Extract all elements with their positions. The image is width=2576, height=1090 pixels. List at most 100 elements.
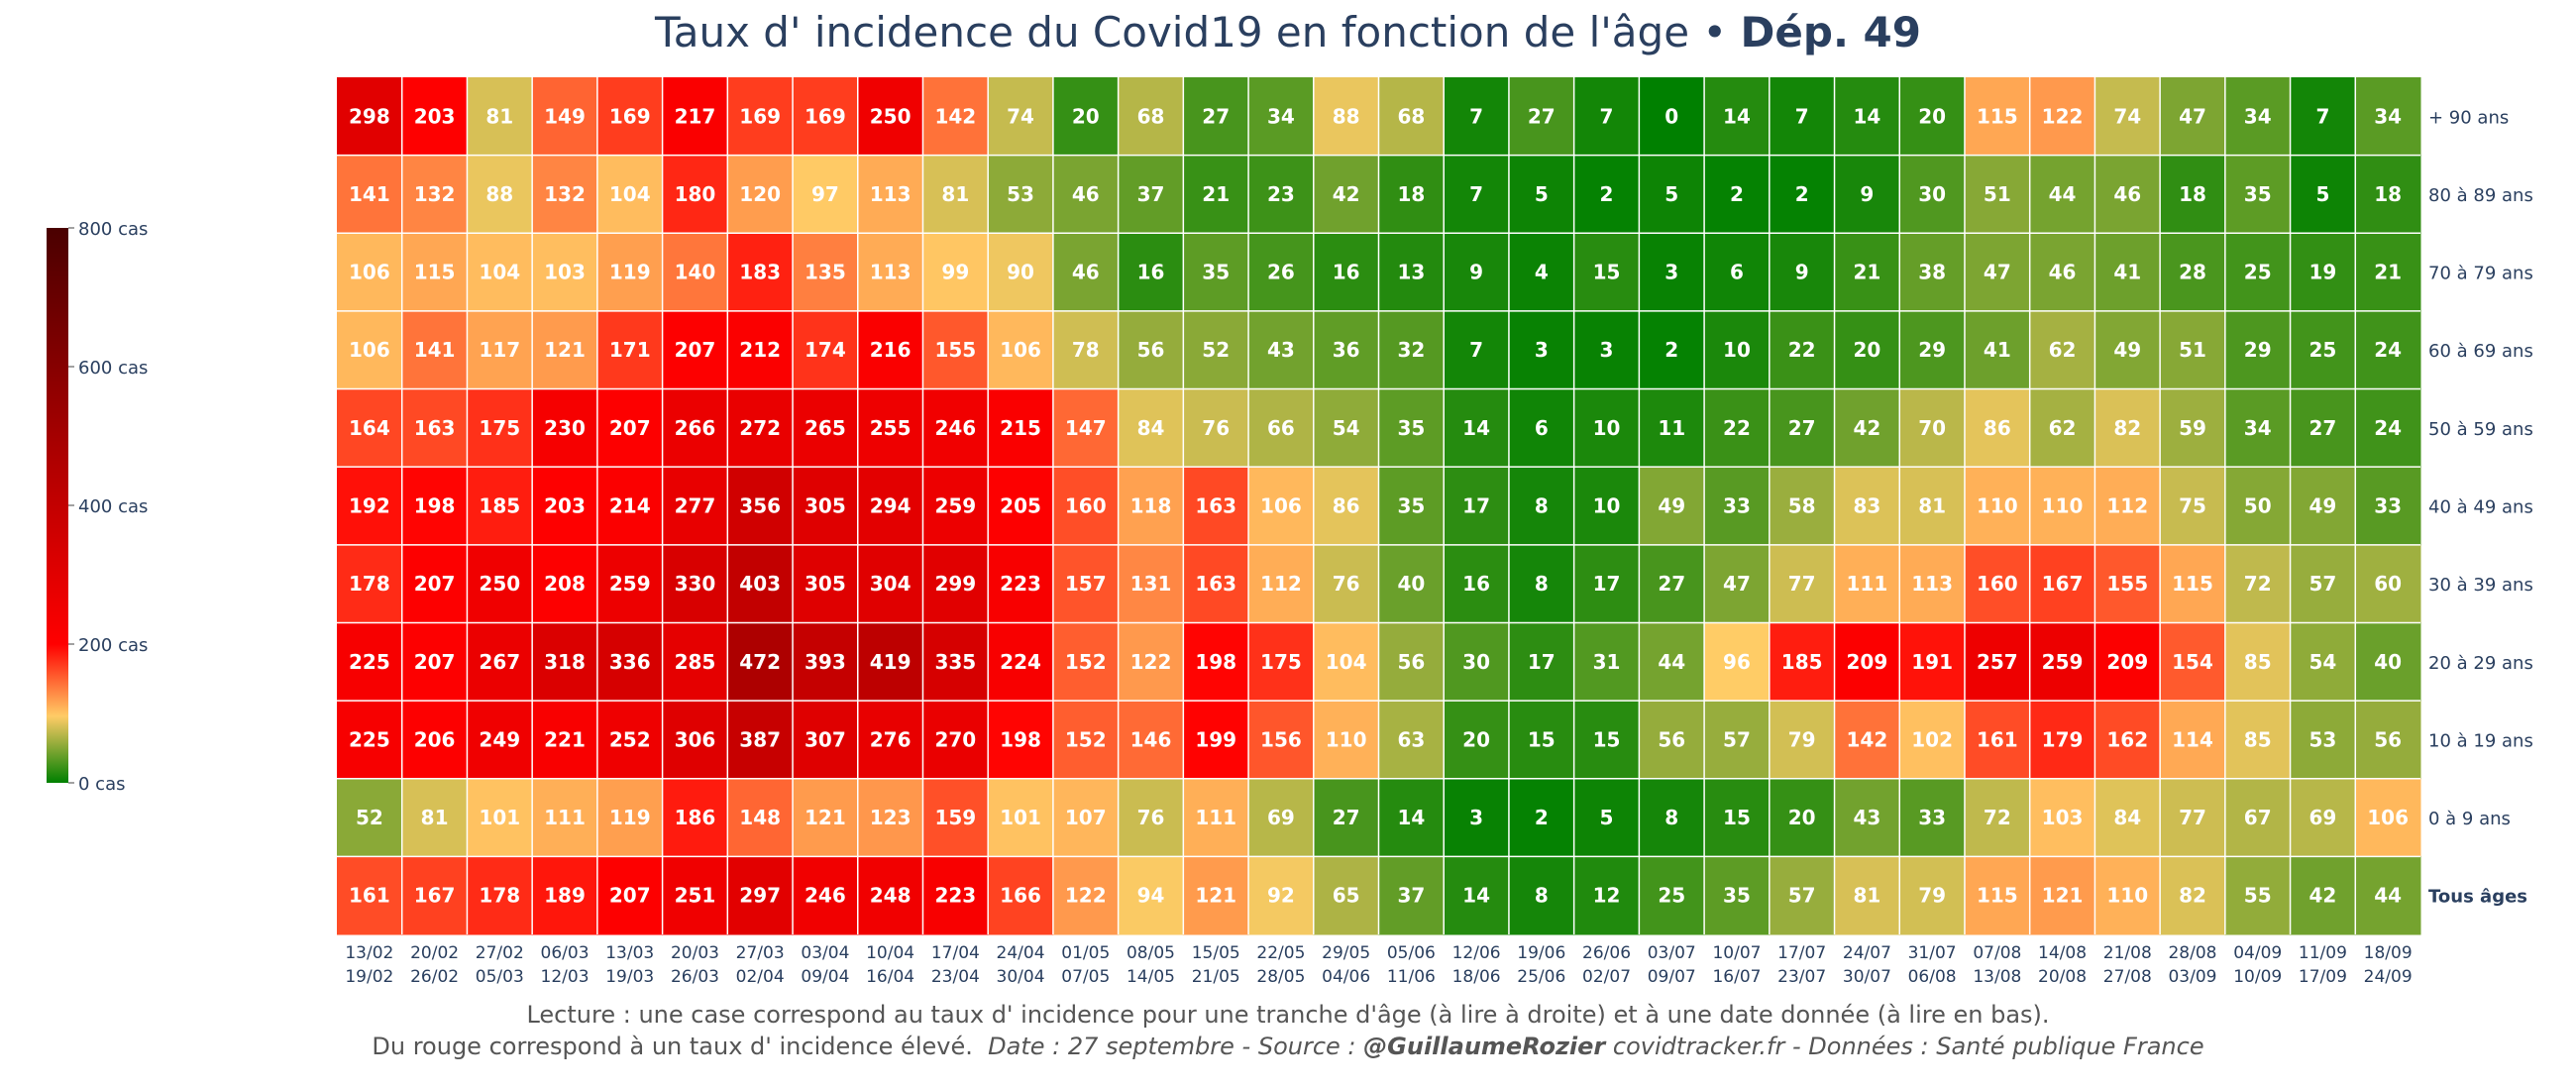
heatmap-cell xyxy=(1508,622,1575,702)
cell-value: 62 xyxy=(2049,416,2077,440)
cell-value: 47 xyxy=(2179,104,2206,128)
heatmap-cell xyxy=(922,77,989,157)
cell-value: 207 xyxy=(675,338,716,362)
heatmap-cell xyxy=(1183,856,1249,935)
heatmap-cell xyxy=(988,310,1054,390)
heatmap-cell xyxy=(793,467,859,546)
cell-value: 113 xyxy=(870,261,912,284)
cell-value: 223 xyxy=(934,884,976,908)
cell-value: 84 xyxy=(2113,806,2141,829)
cell-value: 101 xyxy=(1000,806,1041,829)
heatmap-cell xyxy=(1378,701,1445,780)
cell-value: 169 xyxy=(609,104,651,128)
heatmap-cell xyxy=(596,701,664,780)
cell-value: 20 xyxy=(1788,806,1816,829)
cell-value: 78 xyxy=(1072,338,1100,362)
cell-value: 252 xyxy=(609,727,651,751)
heatmap-cell xyxy=(401,856,468,935)
heatmap-cell xyxy=(1248,233,1315,312)
cell-value: 35 xyxy=(2244,182,2272,206)
column-label-start: 22/05 xyxy=(1256,943,1305,963)
cell-value: 20 xyxy=(1918,104,1946,128)
heatmap-cell xyxy=(1313,310,1379,390)
heatmap-cell xyxy=(401,701,468,780)
cell-value: 15 xyxy=(1593,261,1621,284)
heatmap-cell xyxy=(1183,388,1249,468)
heatmap-cell xyxy=(1248,778,1315,857)
column-label-start: 17/04 xyxy=(931,943,980,963)
cell-value: 180 xyxy=(675,182,716,206)
heatmap-cell xyxy=(1378,622,1445,702)
cell-value: 43 xyxy=(1853,806,1880,829)
cell-value: 54 xyxy=(1333,416,1360,440)
chart-title-dept: Dép. 49 xyxy=(1740,8,1921,56)
heatmap-cell xyxy=(401,233,468,312)
cell-value: 119 xyxy=(609,806,651,829)
cell-value: 33 xyxy=(1918,806,1946,829)
cell-value: 92 xyxy=(1267,884,1295,908)
cell-value: 167 xyxy=(414,884,456,908)
column-label-end: 26/03 xyxy=(671,967,719,987)
cell-value: 106 xyxy=(349,338,390,362)
cell-value: 106 xyxy=(1260,494,1302,518)
heatmap-cell xyxy=(2224,856,2292,935)
cell-value: 298 xyxy=(349,104,390,128)
cell-value: 112 xyxy=(1260,572,1302,596)
heatmap-cell xyxy=(337,856,403,935)
cell-value: 111 xyxy=(544,806,586,829)
cell-value: 115 xyxy=(1977,104,2018,128)
heatmap-cell xyxy=(2029,233,2095,312)
heatmap-cell xyxy=(401,155,468,234)
cell-value: 27 xyxy=(1658,572,1685,596)
heatmap-cell xyxy=(1118,77,1184,157)
cell-value: 81 xyxy=(1853,884,1880,908)
cell-value: 206 xyxy=(414,727,456,751)
cell-value: 30 xyxy=(1462,650,1490,674)
heatmap-cell xyxy=(596,856,664,935)
heatmap-cell xyxy=(532,233,598,312)
column-label-end: 05/03 xyxy=(476,967,524,987)
cell-value: 257 xyxy=(1977,650,2018,674)
heatmap-cell xyxy=(727,77,794,157)
cell-value: 17 xyxy=(1462,494,1490,518)
heatmap-cell xyxy=(2094,544,2161,623)
cell-value: 403 xyxy=(739,572,781,596)
heatmap-cell xyxy=(1704,778,1771,857)
heatmap-cell xyxy=(662,233,728,312)
cell-value: 106 xyxy=(1000,338,1041,362)
heatmap-cell xyxy=(1444,622,1510,702)
cell-value: 178 xyxy=(349,572,390,596)
cell-value: 20 xyxy=(1853,338,1880,362)
heatmap-cell xyxy=(1183,310,1249,390)
column-label-start: 05/06 xyxy=(1387,943,1436,963)
heatmap-cell xyxy=(1183,467,1249,546)
cell-value: 52 xyxy=(356,806,383,829)
cell-value: 14 xyxy=(1723,104,1751,128)
cell-value: 142 xyxy=(1847,727,1888,751)
heatmap-cell xyxy=(2029,155,2095,234)
heatmap-cell xyxy=(857,701,923,780)
heatmap-cell xyxy=(2094,310,2161,390)
heatmap-cell xyxy=(2029,310,2095,390)
cell-value: 40 xyxy=(2374,650,2402,674)
cell-value: 25 xyxy=(1658,884,1685,908)
chart-title: Taux d' incidence du Covid19 en fonction… xyxy=(0,8,2576,56)
cell-value: 154 xyxy=(2172,650,2213,674)
cell-value: 5 xyxy=(1600,806,1614,829)
cell-value: 81 xyxy=(421,806,449,829)
heatmap-cell xyxy=(1834,233,1900,312)
cell-value: 18 xyxy=(1397,182,1425,206)
column-label-end: 02/04 xyxy=(736,967,785,987)
cell-value: 47 xyxy=(1984,261,2011,284)
heatmap-cell xyxy=(2355,544,2421,623)
cell-value: 356 xyxy=(739,494,781,518)
cell-value: 76 xyxy=(1333,572,1360,596)
cell-value: 122 xyxy=(1130,650,1172,674)
heatmap-cell xyxy=(532,467,598,546)
heatmap-cell xyxy=(727,155,794,234)
heatmap-cell xyxy=(988,544,1054,623)
heatmap-cell xyxy=(1639,467,1705,546)
column-label-start: 10/07 xyxy=(1712,943,1761,963)
heatmap-cell xyxy=(1313,778,1379,857)
cell-value: 276 xyxy=(870,727,912,751)
